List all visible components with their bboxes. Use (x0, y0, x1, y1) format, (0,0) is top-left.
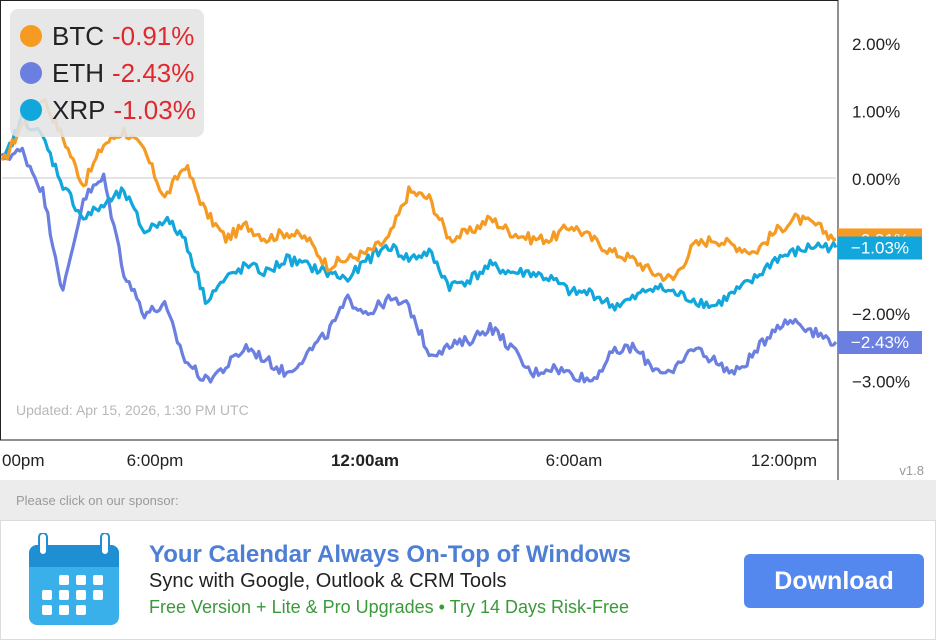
x-tick-label: 12:00am (331, 451, 399, 470)
btc-dot-icon (20, 25, 42, 47)
sponsor-bar: Please click on our sponsor: (0, 480, 936, 520)
legend-item-eth: ETH -2.43% (20, 56, 194, 90)
y-tick-label: 2.00% (852, 35, 900, 54)
updated-timestamp: Updated: Apr 15, 2026, 1:30 PM UTC (16, 402, 249, 418)
sponsor-ad[interactable]: Your Calendar Always On-Top of Windows S… (0, 520, 936, 640)
legend: BTC -0.91% ETH -2.43% XRP -1.03% (10, 9, 204, 137)
end-label-xrp: −1.03% (851, 239, 909, 258)
legend-change-eth: -2.43% (112, 57, 195, 88)
xrp-dot-icon (20, 99, 42, 121)
x-tick-label: 00pm (2, 451, 45, 470)
end-label-eth: −2.43% (851, 333, 909, 352)
eth-dot-icon (20, 62, 42, 84)
legend-label-btc: BTC (52, 20, 104, 51)
legend-label-xrp: XRP (52, 94, 106, 125)
end-label-bg-eth (838, 331, 922, 355)
x-tick-label: 6:00am (546, 451, 603, 470)
ad-subline: Sync with Google, Outlook & CRM Tools (149, 570, 507, 592)
y-tick-label: −2.00% (852, 305, 910, 324)
calendar-icon (29, 533, 119, 625)
series-line-eth (0, 146, 838, 384)
x-tick-label: 6:00pm (127, 451, 184, 470)
y-tick-label: 1.00% (852, 103, 900, 122)
series-line-btc (0, 98, 837, 283)
end-label-bg-xrp (838, 236, 922, 260)
legend-change-btc: -0.91% (112, 20, 195, 51)
legend-item-btc: BTC -0.91% (20, 19, 194, 53)
x-tick-label: 12:00pm (751, 451, 817, 470)
legend-change-xrp: -1.03% (113, 94, 196, 125)
y-tick-label: −3.00% (852, 373, 910, 392)
version-label: v1.8 (899, 463, 924, 478)
price-chart: 2.00% 1.00% 0.00% −2.00% −3.00% 00pm 6:00pm 12… (0, 0, 922, 480)
ad-headline[interactable]: Your Calendar Always On-Top of Windows (149, 541, 632, 568)
series-line-xrp (0, 111, 838, 312)
y-tick-label: 0.00% (852, 170, 900, 189)
legend-label-eth: ETH (52, 57, 104, 88)
ad-offer-line: Free Version + Lite & Pro Upgrades • Try… (149, 597, 629, 617)
legend-item-xrp: XRP -1.03% (20, 93, 196, 127)
download-button[interactable]: Download (744, 554, 924, 608)
sponsor-prompt: Please click on our sponsor: (16, 493, 179, 508)
